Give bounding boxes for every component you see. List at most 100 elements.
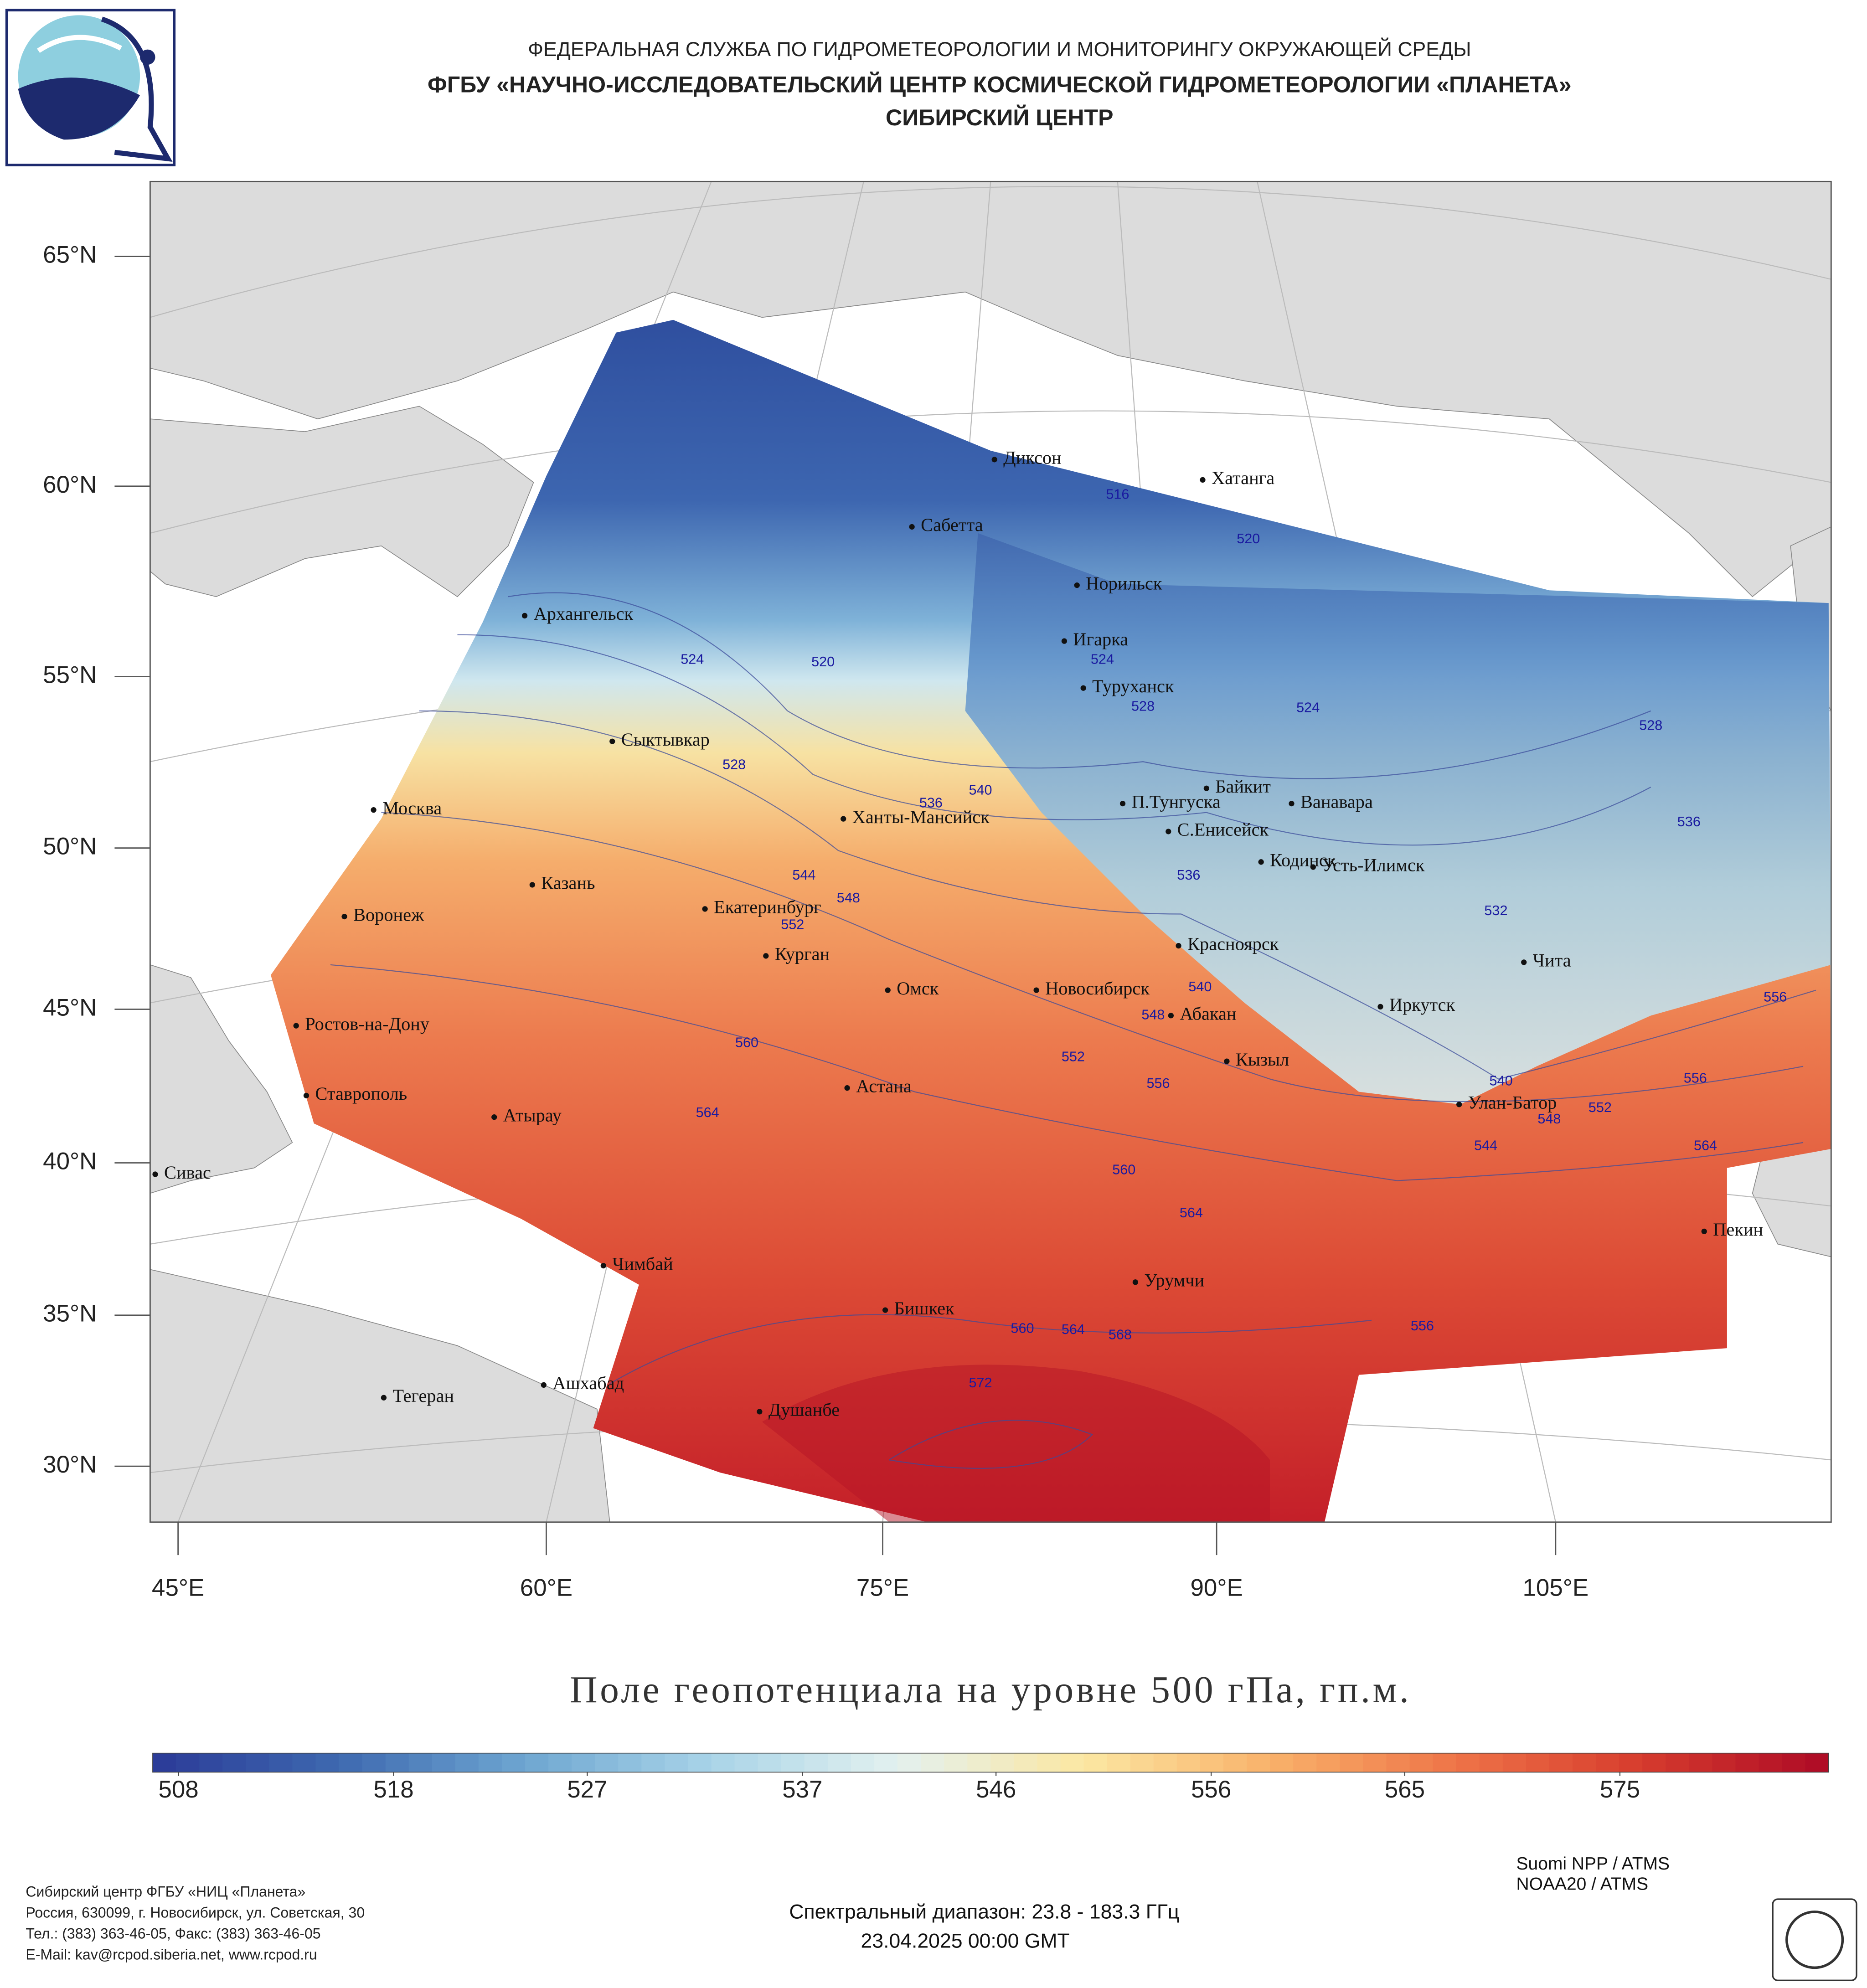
city-dot xyxy=(152,1171,158,1177)
colorbar-cell xyxy=(1386,1753,1410,1772)
colorbar-tick-label: 508 xyxy=(158,1776,198,1803)
colorbar-cell xyxy=(641,1753,665,1772)
city-dot xyxy=(371,807,376,813)
city-label: Курган xyxy=(775,944,830,964)
colorbar-cell xyxy=(711,1753,735,1772)
contour-label: 528 xyxy=(1639,717,1662,733)
colorbar-cell xyxy=(1596,1753,1620,1772)
city-label: Норильск xyxy=(1086,573,1162,593)
colorbar-cell xyxy=(1526,1753,1550,1772)
contour-label: 540 xyxy=(969,782,992,798)
city-label: Чита xyxy=(1533,950,1571,971)
city-label: Диксон xyxy=(1003,448,1061,468)
colorbar-cell xyxy=(548,1753,572,1772)
contour-label: 540 xyxy=(1188,979,1212,994)
colorbar-cell xyxy=(781,1753,805,1772)
colorbar-cell xyxy=(455,1753,479,1772)
colorbar-cell xyxy=(246,1753,270,1772)
city-label: Туруханск xyxy=(1092,676,1174,696)
colorbar-cell xyxy=(897,1753,922,1772)
city-dot xyxy=(541,1382,547,1388)
contour-label: 536 xyxy=(1677,814,1701,829)
address-line: Россия, 630099, г. Новосибирск, ул. Сове… xyxy=(26,1905,365,1921)
contour-label: 524 xyxy=(1091,652,1114,667)
colorbar-cell xyxy=(339,1753,363,1772)
lon-tick-label: 105°E xyxy=(1523,1574,1589,1601)
lon-tick-label: 75°E xyxy=(856,1574,909,1601)
colorbar-cell xyxy=(665,1753,689,1772)
contour-label: 556 xyxy=(1146,1076,1170,1091)
colorbar-cell xyxy=(1666,1753,1690,1772)
colorbar-cell xyxy=(1759,1753,1783,1772)
city-label: Омск xyxy=(897,978,939,999)
colorbar-cell xyxy=(1130,1753,1154,1772)
city-dot xyxy=(1701,1228,1707,1235)
city-dot xyxy=(600,1262,606,1269)
city-dot xyxy=(1168,1013,1174,1019)
colorbar-cell xyxy=(222,1753,247,1772)
colorbar-cell xyxy=(1223,1753,1248,1772)
colorbar-cell xyxy=(1060,1753,1084,1772)
city-label: Архангельск xyxy=(534,603,634,624)
city-label: Ставрополь xyxy=(315,1083,407,1104)
colorbar-cell xyxy=(1712,1753,1736,1772)
lat-tick-label: 65°N xyxy=(43,242,97,268)
lat-tick-label: 35°N xyxy=(43,1300,97,1327)
city-dot xyxy=(844,1085,850,1091)
city-dot xyxy=(841,816,846,822)
colorbar-cell xyxy=(269,1753,293,1772)
contours xyxy=(330,592,1816,1469)
observation-time: 23.04.2025 00:00 GMT xyxy=(861,1930,1070,1952)
contour-label: 560 xyxy=(1112,1162,1135,1177)
colorbar-cell xyxy=(1200,1753,1224,1772)
colorbar-cell xyxy=(944,1753,968,1772)
contour-label: 560 xyxy=(1011,1320,1034,1336)
city-label: Сивас xyxy=(164,1162,211,1183)
city-label: Воронеж xyxy=(353,904,424,925)
colorbar-cell xyxy=(1409,1753,1434,1772)
city-label: Иркутск xyxy=(1389,994,1455,1015)
city-dot xyxy=(341,913,347,920)
colorbar-cell xyxy=(292,1753,316,1772)
contour-label: 540 xyxy=(1490,1073,1513,1088)
colorbar-cell xyxy=(1037,1753,1061,1772)
colorbar-cell xyxy=(804,1753,828,1772)
colorbar-cell xyxy=(1619,1753,1643,1772)
colorbar-cell xyxy=(1340,1753,1364,1772)
address-line: Тел.: (383) 363-46-05, Факс: (383) 363-4… xyxy=(26,1925,320,1942)
contour-label: 520 xyxy=(1237,531,1260,546)
contour-label: 556 xyxy=(1411,1318,1434,1334)
city-label: Хатанга xyxy=(1212,468,1274,488)
contour-label: 548 xyxy=(1141,1007,1165,1022)
city-dot xyxy=(1176,943,1181,949)
city-label: Бишкек xyxy=(894,1298,954,1318)
city-label: Усть-Илимск xyxy=(1322,855,1425,876)
city-dot xyxy=(1080,685,1086,691)
city-dot xyxy=(1033,987,1039,993)
colorbar-cell xyxy=(921,1753,945,1772)
logo xyxy=(5,9,176,166)
header-agency: ФЕДЕРАЛЬНАЯ СЛУЖБА ПО ГИДРОМЕТЕОРОЛОГИИ … xyxy=(528,37,1471,61)
colorbar-cell xyxy=(990,1753,1015,1772)
colorbar-cell xyxy=(199,1753,223,1772)
colorbar-cell xyxy=(525,1753,549,1772)
city-label: Улан-Батор xyxy=(1468,1092,1557,1113)
colorbar-cell xyxy=(408,1753,433,1772)
city-dot xyxy=(1061,638,1068,644)
city-dot xyxy=(1258,859,1264,865)
map-area xyxy=(150,181,1831,1522)
city-label: Красноярск xyxy=(1187,933,1279,954)
contour-label: 528 xyxy=(722,757,746,773)
colorbar-cell xyxy=(1689,1753,1713,1772)
city-dot xyxy=(1521,959,1527,965)
colorbar-cell xyxy=(572,1753,596,1772)
city-label: Кодинск xyxy=(1270,850,1336,870)
colorbar-cell xyxy=(1083,1753,1108,1772)
lat-tick-label: 30°N xyxy=(43,1451,97,1478)
city-dot xyxy=(763,953,769,959)
city-dot xyxy=(991,457,997,463)
colorbar-cell xyxy=(618,1753,642,1772)
city-label: Чимбай xyxy=(612,1253,673,1274)
colorbar-cell xyxy=(362,1753,386,1772)
city-label: Душанбе xyxy=(768,1400,840,1420)
